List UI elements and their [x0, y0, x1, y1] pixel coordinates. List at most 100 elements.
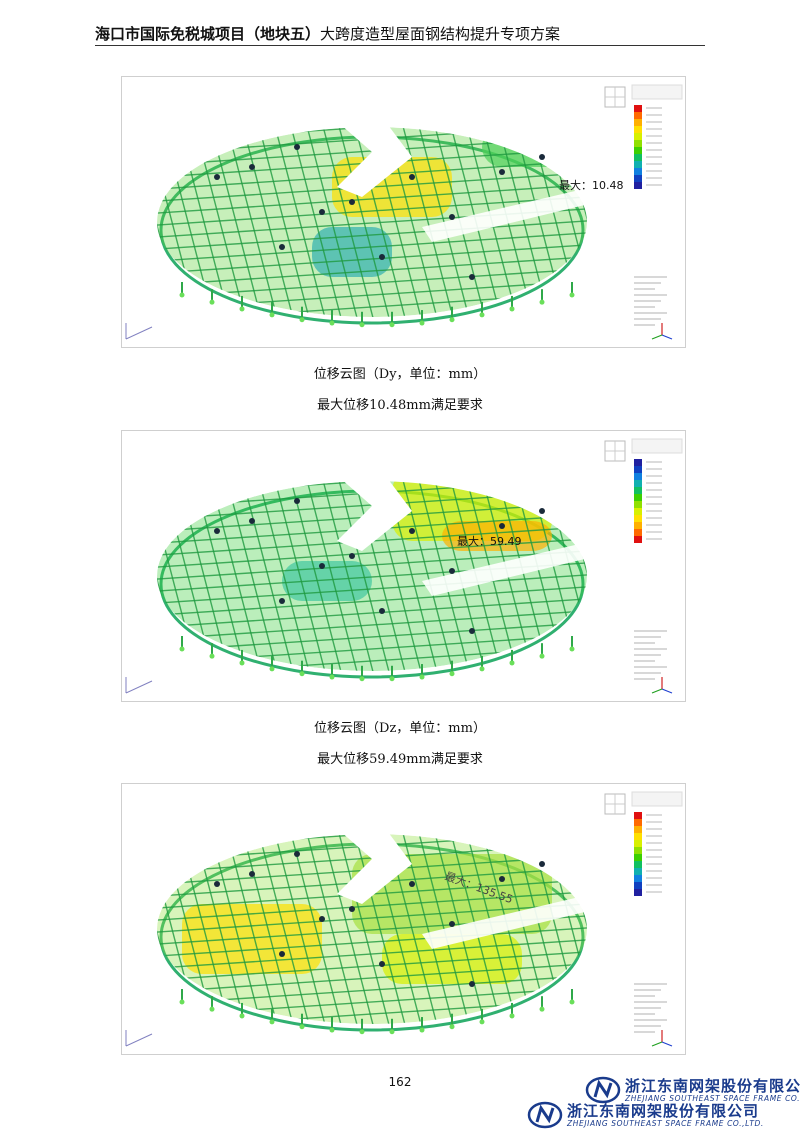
support-node	[469, 981, 475, 987]
contour-plot-dy: 最大：10.48	[125, 84, 683, 340]
legend-swatch	[634, 882, 642, 889]
legend-swatch	[634, 515, 642, 522]
support-node	[409, 528, 415, 534]
roof-mesh	[157, 481, 587, 671]
figure-2-caption-line2: 最大位移59.49mm满足要求	[317, 752, 483, 767]
legend-swatch	[634, 875, 642, 882]
legend-swatch	[634, 494, 642, 501]
support-node	[319, 916, 325, 922]
legend-swatch	[634, 154, 642, 161]
support-node	[279, 244, 285, 250]
support-node	[349, 553, 355, 559]
support-node	[249, 518, 255, 524]
support-node	[349, 906, 355, 912]
legend-swatch	[634, 868, 642, 875]
support-node	[499, 169, 505, 175]
displacement-contour-figure-3: 最大：135.55	[121, 783, 686, 1055]
view-cube-icon	[604, 86, 626, 108]
roof-opening	[332, 824, 412, 904]
legend-swatch	[634, 508, 642, 515]
legend-swatch	[634, 119, 642, 126]
company-emblem-icon	[527, 1101, 563, 1129]
legend-swatch	[634, 480, 642, 487]
legend-axis-icon	[651, 677, 673, 694]
contour-plot-3: 最大：135.55	[125, 791, 683, 1047]
legend-axis-icon	[651, 323, 673, 340]
legend-swatch	[634, 847, 642, 854]
legend-swatch	[634, 819, 642, 826]
support-node	[249, 164, 255, 170]
support-node	[539, 508, 545, 514]
contour-plot-dz: 最大：59.49	[125, 438, 683, 694]
company-logo-top: 浙江东南网架股份有限公司 ZHEJIANG SOUTHEAST SPACE FR…	[585, 1075, 800, 1111]
support-node	[539, 861, 545, 867]
legend-swatch	[634, 833, 642, 840]
legend-swatch	[634, 861, 642, 868]
support-node	[499, 876, 505, 882]
support-node	[449, 214, 455, 220]
support-node	[294, 144, 300, 150]
legend-swatch	[634, 126, 642, 133]
legend-swatch	[634, 473, 642, 480]
legend-swatch	[634, 812, 642, 819]
displacement-contour-figure-dz: 最大：59.49	[121, 430, 686, 702]
roof-opening	[422, 187, 597, 242]
max-value-label: 最大：10.48	[559, 178, 624, 192]
page-number: 162	[388, 1075, 412, 1089]
header-rule	[95, 45, 705, 46]
support-node	[249, 871, 255, 877]
page-header: 海口市国际免税城项目（地块五）大跨度造型屋面钢结构提升专项方案	[95, 24, 705, 46]
legend-swatch	[634, 466, 642, 473]
support-node	[409, 881, 415, 887]
view-cube-icon	[604, 793, 626, 815]
support-node	[409, 174, 415, 180]
legend-swatch	[634, 175, 642, 182]
max-value-label: 最大：59.49	[457, 534, 522, 548]
company-name: 浙江东南网架股份有限公司	[625, 1077, 800, 1095]
support-node	[214, 881, 220, 887]
support-node	[294, 851, 300, 857]
support-node	[449, 568, 455, 574]
legend-swatch	[634, 112, 642, 119]
legend-swatch	[634, 147, 642, 154]
support-node	[319, 563, 325, 569]
support-node	[539, 154, 545, 160]
header-title-bold: 海口市国际免税城项目（地块五）	[95, 25, 321, 43]
roof-opening	[332, 117, 412, 197]
roof-opening	[422, 541, 597, 596]
axis-triad-icon	[125, 677, 153, 694]
company-name: 浙江东南网架股份有限公司	[567, 1102, 760, 1120]
company-name-en: ZHEJIANG SOUTHEAST SPACE FRAME CO.,LTD.	[567, 1119, 764, 1128]
support-node	[469, 274, 475, 280]
legend-swatch	[634, 133, 642, 140]
figure-1-caption-line2: 最大位移10.48mm满足要求	[317, 398, 483, 413]
figure-2-caption-line1: 位移云图（Dz，单位：mm）	[314, 721, 486, 736]
support-node	[449, 921, 455, 927]
roof-opening	[422, 894, 597, 949]
support-node	[279, 598, 285, 604]
support-node	[294, 498, 300, 504]
legend-swatch	[634, 854, 642, 861]
support-node	[379, 608, 385, 614]
legend-swatch	[634, 161, 642, 168]
support-node	[214, 174, 220, 180]
support-node	[349, 199, 355, 205]
legend-swatch	[634, 522, 642, 529]
figure-1-caption-line1: 位移云图（Dy，单位：mm）	[313, 367, 487, 382]
legend-swatch	[634, 459, 642, 466]
support-node	[214, 528, 220, 534]
legend-swatch	[634, 889, 642, 896]
axis-triad-icon	[125, 323, 153, 340]
axis-triad-icon	[125, 1030, 153, 1047]
header-title-rest: 大跨度造型屋面钢结构提升专项方案	[320, 25, 561, 43]
roof-opening	[332, 471, 412, 551]
legend-swatch	[634, 840, 642, 847]
support-node	[279, 951, 285, 957]
support-node	[319, 209, 325, 215]
legend-swatch	[634, 529, 642, 536]
company-emblem-icon	[585, 1076, 621, 1104]
legend-swatch	[634, 140, 642, 147]
legend-swatch	[634, 501, 642, 508]
support-node	[499, 523, 505, 529]
legend-swatch	[634, 182, 642, 189]
